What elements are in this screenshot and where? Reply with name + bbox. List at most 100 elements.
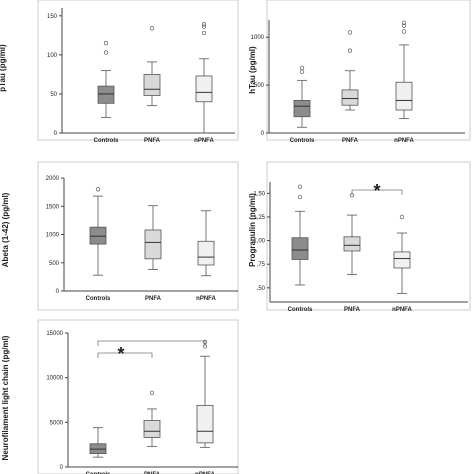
outlier-point: [103, 41, 109, 46]
outlier-point: [401, 20, 407, 26]
significance-marker: *: [373, 181, 380, 201]
category-label: Controls: [288, 307, 313, 313]
box-iqr: [143, 74, 161, 96]
box-controls: [89, 427, 107, 458]
outlier-point: [401, 29, 407, 34]
outlier-point: [347, 48, 353, 53]
box-controls: [291, 184, 309, 286]
box-iqr: [395, 81, 413, 111]
y-tick-label: 1000: [251, 35, 265, 41]
box-iqr: [89, 226, 107, 245]
box-npnfa: [393, 214, 411, 294]
panel-frame: [37, 0, 239, 141]
category-label: nPNFA: [195, 472, 215, 474]
chart-panel-1: 0 50 100 150 pTau (pg/ml) Controls PNFA nPNFA: [0, 0, 239, 144]
category-label: PNFA: [145, 296, 162, 302]
chart-panel-3: 0 500 1000 1500 2000 Abeta (1-42) (pg/ml) Cont…: [1, 161, 239, 311]
y-tick-label: 150: [47, 14, 58, 20]
box-controls: [293, 65, 311, 128]
box-iqr: [393, 251, 411, 269]
box-npnfa: [196, 339, 214, 448]
box-iqr: [143, 420, 161, 438]
y-tick-label: 1500: [46, 204, 60, 210]
y-tick-label: 2000: [46, 176, 60, 182]
category-label: Controls: [86, 472, 111, 474]
significance-marker: *: [117, 344, 124, 364]
category-label: nPNFA: [392, 307, 412, 313]
y-tick-label: 15000: [46, 331, 63, 337]
chart-panel-2: 0 500 1000 hTau (pg/ml) Controls PNFA nPNFA: [248, 0, 471, 144]
y-tick-label: 5000: [50, 420, 64, 426]
box-pnfa: [341, 30, 359, 111]
outlier-point: [201, 24, 207, 29]
box-npnfa: [195, 22, 213, 134]
box-iqr: [293, 100, 311, 118]
y-axis-label: pTau (pg/ml): [0, 44, 7, 92]
box-npnfa: [395, 20, 413, 120]
outlier-point: [103, 50, 109, 55]
outlier-point: [149, 390, 155, 396]
y-tick-label: 10000: [46, 376, 63, 382]
y-tick-label: 500: [254, 83, 265, 89]
outlier-point: [399, 214, 405, 220]
outlier-point: [201, 30, 207, 36]
y-tick-label: ,50: [257, 286, 266, 292]
box-pnfa: [143, 390, 161, 447]
panel-frame: [266, 0, 471, 141]
outlier-point: [299, 69, 305, 74]
category-label: PNFA: [144, 138, 161, 144]
y-axis-label: Neurofilament light chain (pg/ml): [1, 335, 10, 460]
significance-bracket: [97, 340, 206, 346]
y-axis-label: hTau (pg/ml): [248, 46, 257, 94]
box-iqr: [197, 240, 215, 266]
y-tick-label: 500: [49, 261, 60, 267]
category-label: Controls: [290, 138, 315, 144]
box-iqr: [97, 85, 115, 104]
box-iqr: [341, 89, 359, 106]
y-tick-label: 1000: [46, 233, 60, 239]
y-tick-label: 0: [54, 131, 58, 137]
y-tick-label: ,75: [257, 262, 266, 268]
outlier-point: [149, 26, 155, 31]
category-label: Controls: [94, 138, 119, 144]
box-pnfa: [343, 193, 361, 275]
outlier-point: [297, 184, 303, 189]
box-iqr: [291, 237, 309, 260]
category-label: nPNFA: [196, 296, 216, 302]
category-label: PNFA: [344, 307, 361, 313]
y-tick-label: 1,00: [253, 239, 265, 245]
significance-bracket: [351, 189, 403, 195]
outlier-point: [95, 187, 101, 192]
y-tick-label: 1,50: [253, 191, 265, 197]
outlier-point: [401, 23, 407, 28]
box-iqr: [343, 236, 361, 252]
box-controls: [89, 187, 107, 276]
y-tick-label: 50: [50, 92, 57, 98]
box-pnfa: [143, 26, 161, 107]
outlier-point: [297, 194, 303, 200]
y-tick-label: 100: [47, 53, 58, 59]
panel-frame: [266, 161, 471, 311]
y-tick-label: 0: [261, 131, 265, 137]
outlier-point: [201, 22, 207, 27]
y-tick-label: 1,25: [253, 215, 265, 221]
significance-bracket: [97, 352, 153, 358]
box-iqr: [144, 229, 162, 260]
box-iqr: [196, 404, 214, 444]
chart-panel-5: 0 5000 10000 15000 Neurofilament light chain…: [1, 319, 239, 474]
outlier-point: [299, 65, 305, 71]
y-tick-label: 0: [60, 465, 64, 471]
category-label: PNFA: [144, 472, 161, 474]
category-label: nPNFA: [194, 138, 214, 144]
outlier-point: [347, 30, 353, 35]
box-npnfa: [197, 210, 215, 277]
category-label: PNFA: [342, 138, 359, 144]
box-controls: [97, 41, 115, 118]
category-label: Controls: [86, 296, 111, 302]
y-axis-label: Progranulin (ng/ml): [248, 193, 257, 267]
category-label: nPNFA: [394, 138, 414, 144]
box-iqr: [195, 75, 213, 103]
y-tick-label: 0: [56, 289, 60, 295]
